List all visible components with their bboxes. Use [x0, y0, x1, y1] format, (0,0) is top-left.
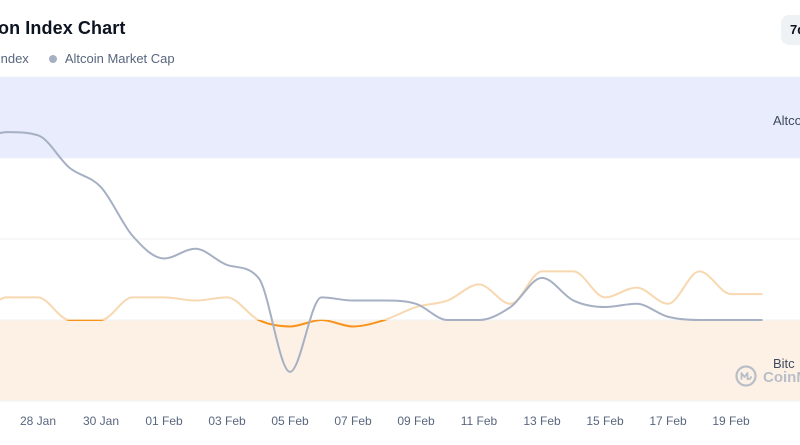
- x-tick-label: 13 Feb: [523, 414, 561, 428]
- series-line-index-below-threshold[interactable]: [0, 271, 763, 328]
- coinmarketcap-logo-icon: [735, 365, 757, 387]
- range-7d-button[interactable]: 7d: [781, 15, 800, 45]
- legend-label-altcoin-market-cap: Altcoin Market Cap: [64, 51, 175, 66]
- altcoin-season-zone: [0, 77, 800, 158]
- x-tick-label: 01 Feb: [145, 414, 183, 428]
- series-line-altcoin-market-cap[interactable]: [0, 131, 763, 373]
- coinmarketcap-watermark: CoinM: [735, 365, 800, 387]
- legend-item-altcoin-market-cap[interactable]: Altcoin Market Cap: [48, 51, 175, 66]
- x-tick-label: 05 Feb: [271, 414, 309, 428]
- altcoin-season-label: Altco: [773, 113, 800, 128]
- legend-label-index: Index: [0, 51, 29, 66]
- legend-item-index[interactable]: Index: [0, 51, 29, 66]
- series-layer: [0, 131, 763, 373]
- x-tick-label: 03 Feb: [208, 414, 246, 428]
- x-tick-label: 11 Feb: [461, 414, 498, 428]
- x-tick-label: 09 Feb: [397, 414, 435, 428]
- x-tick-label: 07 Feb: [334, 414, 372, 428]
- x-tick-label: 30 Jan: [83, 414, 119, 428]
- legend-dot-icon: [48, 54, 57, 63]
- x-tick-label: 15 Feb: [586, 414, 624, 428]
- x-tick-label: 17 Feb: [649, 414, 687, 428]
- bitcoin-season-label: Bitc: [773, 356, 795, 371]
- chart-legend: Index Altcoin Market Cap: [0, 51, 175, 66]
- x-tick-label: 19 Feb: [712, 414, 750, 428]
- x-tick-label: 28 Jan: [20, 414, 56, 428]
- watermark-text: CoinM: [763, 369, 800, 386]
- series-line-index[interactable]: [0, 270, 763, 326]
- chart-title: on Index Chart: [0, 18, 126, 38]
- bitcoin-season-zone: [0, 320, 800, 401]
- chart-grid: [0, 76, 800, 402]
